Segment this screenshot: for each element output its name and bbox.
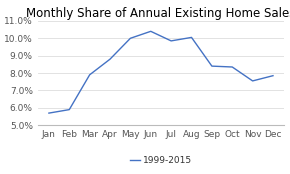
1999-2015 [47,112,51,114]
1999-2015 [108,58,112,60]
1999-2015 [129,37,132,39]
1999-2015 [251,80,254,82]
1999-2015 [190,36,193,38]
1999-2015 [210,65,214,67]
Title: Monthly Share of Annual Existing Home Sales: Monthly Share of Annual Existing Home Sa… [26,7,290,20]
1999-2015 [231,66,234,68]
Legend: 1999-2015: 1999-2015 [126,153,196,169]
Line: 1999-2015: 1999-2015 [49,31,273,113]
1999-2015 [88,74,91,76]
1999-2015 [68,109,71,111]
1999-2015 [149,30,153,32]
1999-2015 [169,40,173,42]
1999-2015 [271,75,275,77]
